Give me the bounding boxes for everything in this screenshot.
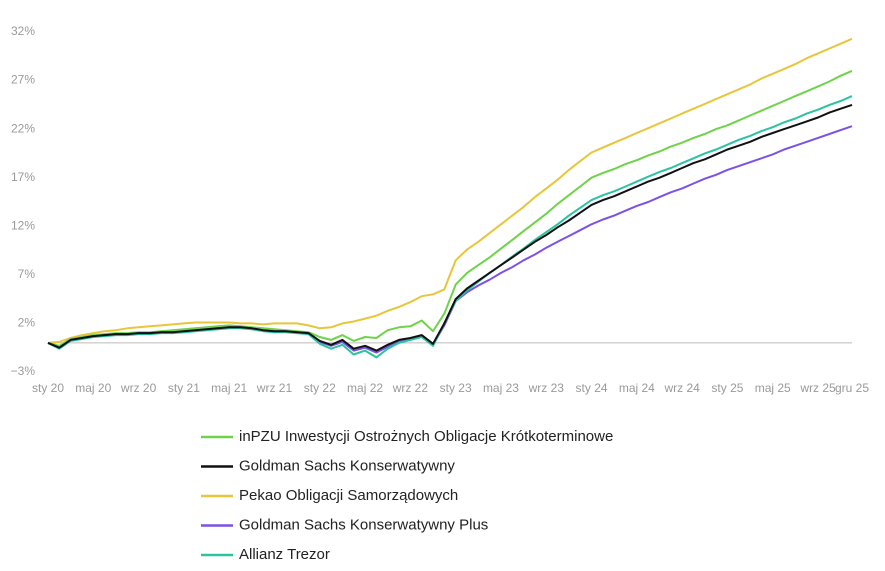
x-tick-label: sty 25 [711,381,743,395]
y-tick-label: 27% [11,73,35,87]
x-tick-label: maj 24 [619,381,655,395]
y-tick-label: 12% [11,218,35,232]
x-tick-label: wrz 22 [392,381,429,395]
x-tick-label: maj 20 [75,381,111,395]
x-tick-label: gru 25 [835,381,869,395]
x-tick-label: wrz 21 [256,381,293,395]
series-line [47,37,853,344]
x-tick-label: wrz 24 [663,381,700,395]
series-line [47,95,853,359]
legend-label: Goldman Sachs Konserwatywny [239,457,455,474]
legend-label: Goldman Sachs Konserwatywny Plus [239,516,488,533]
y-tick-label: 2% [18,316,36,330]
y-tick-label: 22% [11,121,35,135]
y-tick-label: 7% [18,267,36,281]
x-tick-label: maj 22 [347,381,383,395]
y-tick-label: 32% [11,24,35,38]
series-line [47,125,853,354]
x-tick-label: sty 21 [168,381,200,395]
series-line [47,69,853,347]
x-tick-label: maj 21 [211,381,247,395]
x-tick-label: wrz 20 [120,381,157,395]
x-tick-label: maj 25 [755,381,791,395]
x-tick-label: sty 23 [440,381,472,395]
x-tick-label: wrz 23 [528,381,565,395]
y-tick-label: −3% [11,364,36,378]
y-tick-label: 17% [11,170,35,184]
x-tick-label: sty 20 [32,381,64,395]
x-tick-label: maj 23 [483,381,519,395]
legend-label: Pekao Obligacji Samorządowych [239,487,458,504]
x-tick-label: wrz 25 [799,381,836,395]
series-line [47,103,853,352]
legend-label: inPZU Inwestycji Ostrożnych Obligacje Kr… [239,428,613,445]
x-tick-label: sty 24 [576,381,608,395]
legend-label: Allianz Trezor [239,546,330,563]
x-tick-label: sty 22 [304,381,336,395]
